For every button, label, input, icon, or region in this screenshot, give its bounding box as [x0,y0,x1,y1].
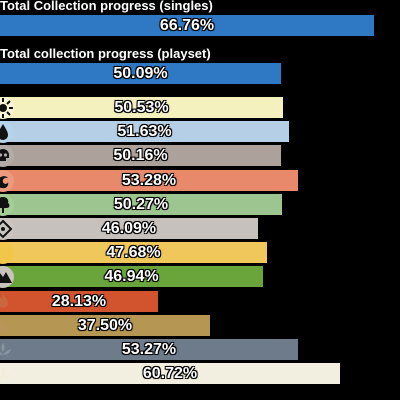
category-progress-value: 50.16% [113,146,168,164]
flame-artifact-icon [0,290,15,314]
playset-progress-bar: 50.09% [0,63,281,84]
category-progress-bar: 46.94% [0,266,263,287]
category-progress-bar: 47.68% [0,242,267,263]
category-progress-value: 50.53% [114,98,169,116]
lotus-cream-icon [0,362,15,386]
water-drop-blue-mana-icon [0,120,15,144]
category-progress-value: 47.68% [106,243,161,261]
mountain-land-icon [0,265,15,289]
category-progress-value: 51.63% [117,122,172,140]
category-progress-bar: 37.50% [0,315,210,336]
diamond-colorless-icon [0,217,15,241]
category-progress-bar: 53.28% [0,170,298,191]
category-progress-value: 53.28% [121,171,177,189]
category-progress-bar: 51.63% [0,121,289,142]
sun-white-mana-icon [0,96,15,120]
category-progress-value: 60.72% [142,364,198,382]
skull-black-mana-icon [0,144,15,168]
category-progress-bar: 50.16% [0,145,281,166]
singles-progress-value: 66.76% [159,16,215,34]
category-progress-bar: 28.13% [0,291,158,312]
category-progress-value: 53.27% [121,340,177,358]
category-progress-value: 37.50% [77,316,133,334]
hand-gold-icon [0,314,15,338]
category-progress-value: 46.94% [104,267,159,285]
category-progress-value: 46.09% [101,219,157,237]
category-progress-bar: 53.27% [0,339,298,360]
tree-green-mana-icon [0,193,15,217]
playset-progress-value: 50.09% [113,64,168,82]
singles-progress-label: Total Collection progress (singles) [0,0,213,13]
category-progress-value: 50.27% [113,195,169,213]
category-progress-bar: 50.53% [0,97,283,118]
category-progress-bar: 46.09% [0,218,258,239]
category-progress-bar: 50.27% [0,194,282,215]
category-progress-bar: 60.72% [0,363,340,384]
lotus-slate-icon [0,338,15,362]
singles-progress-bar: 66.76% [0,15,374,36]
gold-multicolor-icon [0,241,15,265]
playset-progress-label: Total collection progress (playset) [0,46,211,61]
category-progress-value: 28.13% [51,292,107,310]
fireball-red-mana-icon [0,169,15,193]
